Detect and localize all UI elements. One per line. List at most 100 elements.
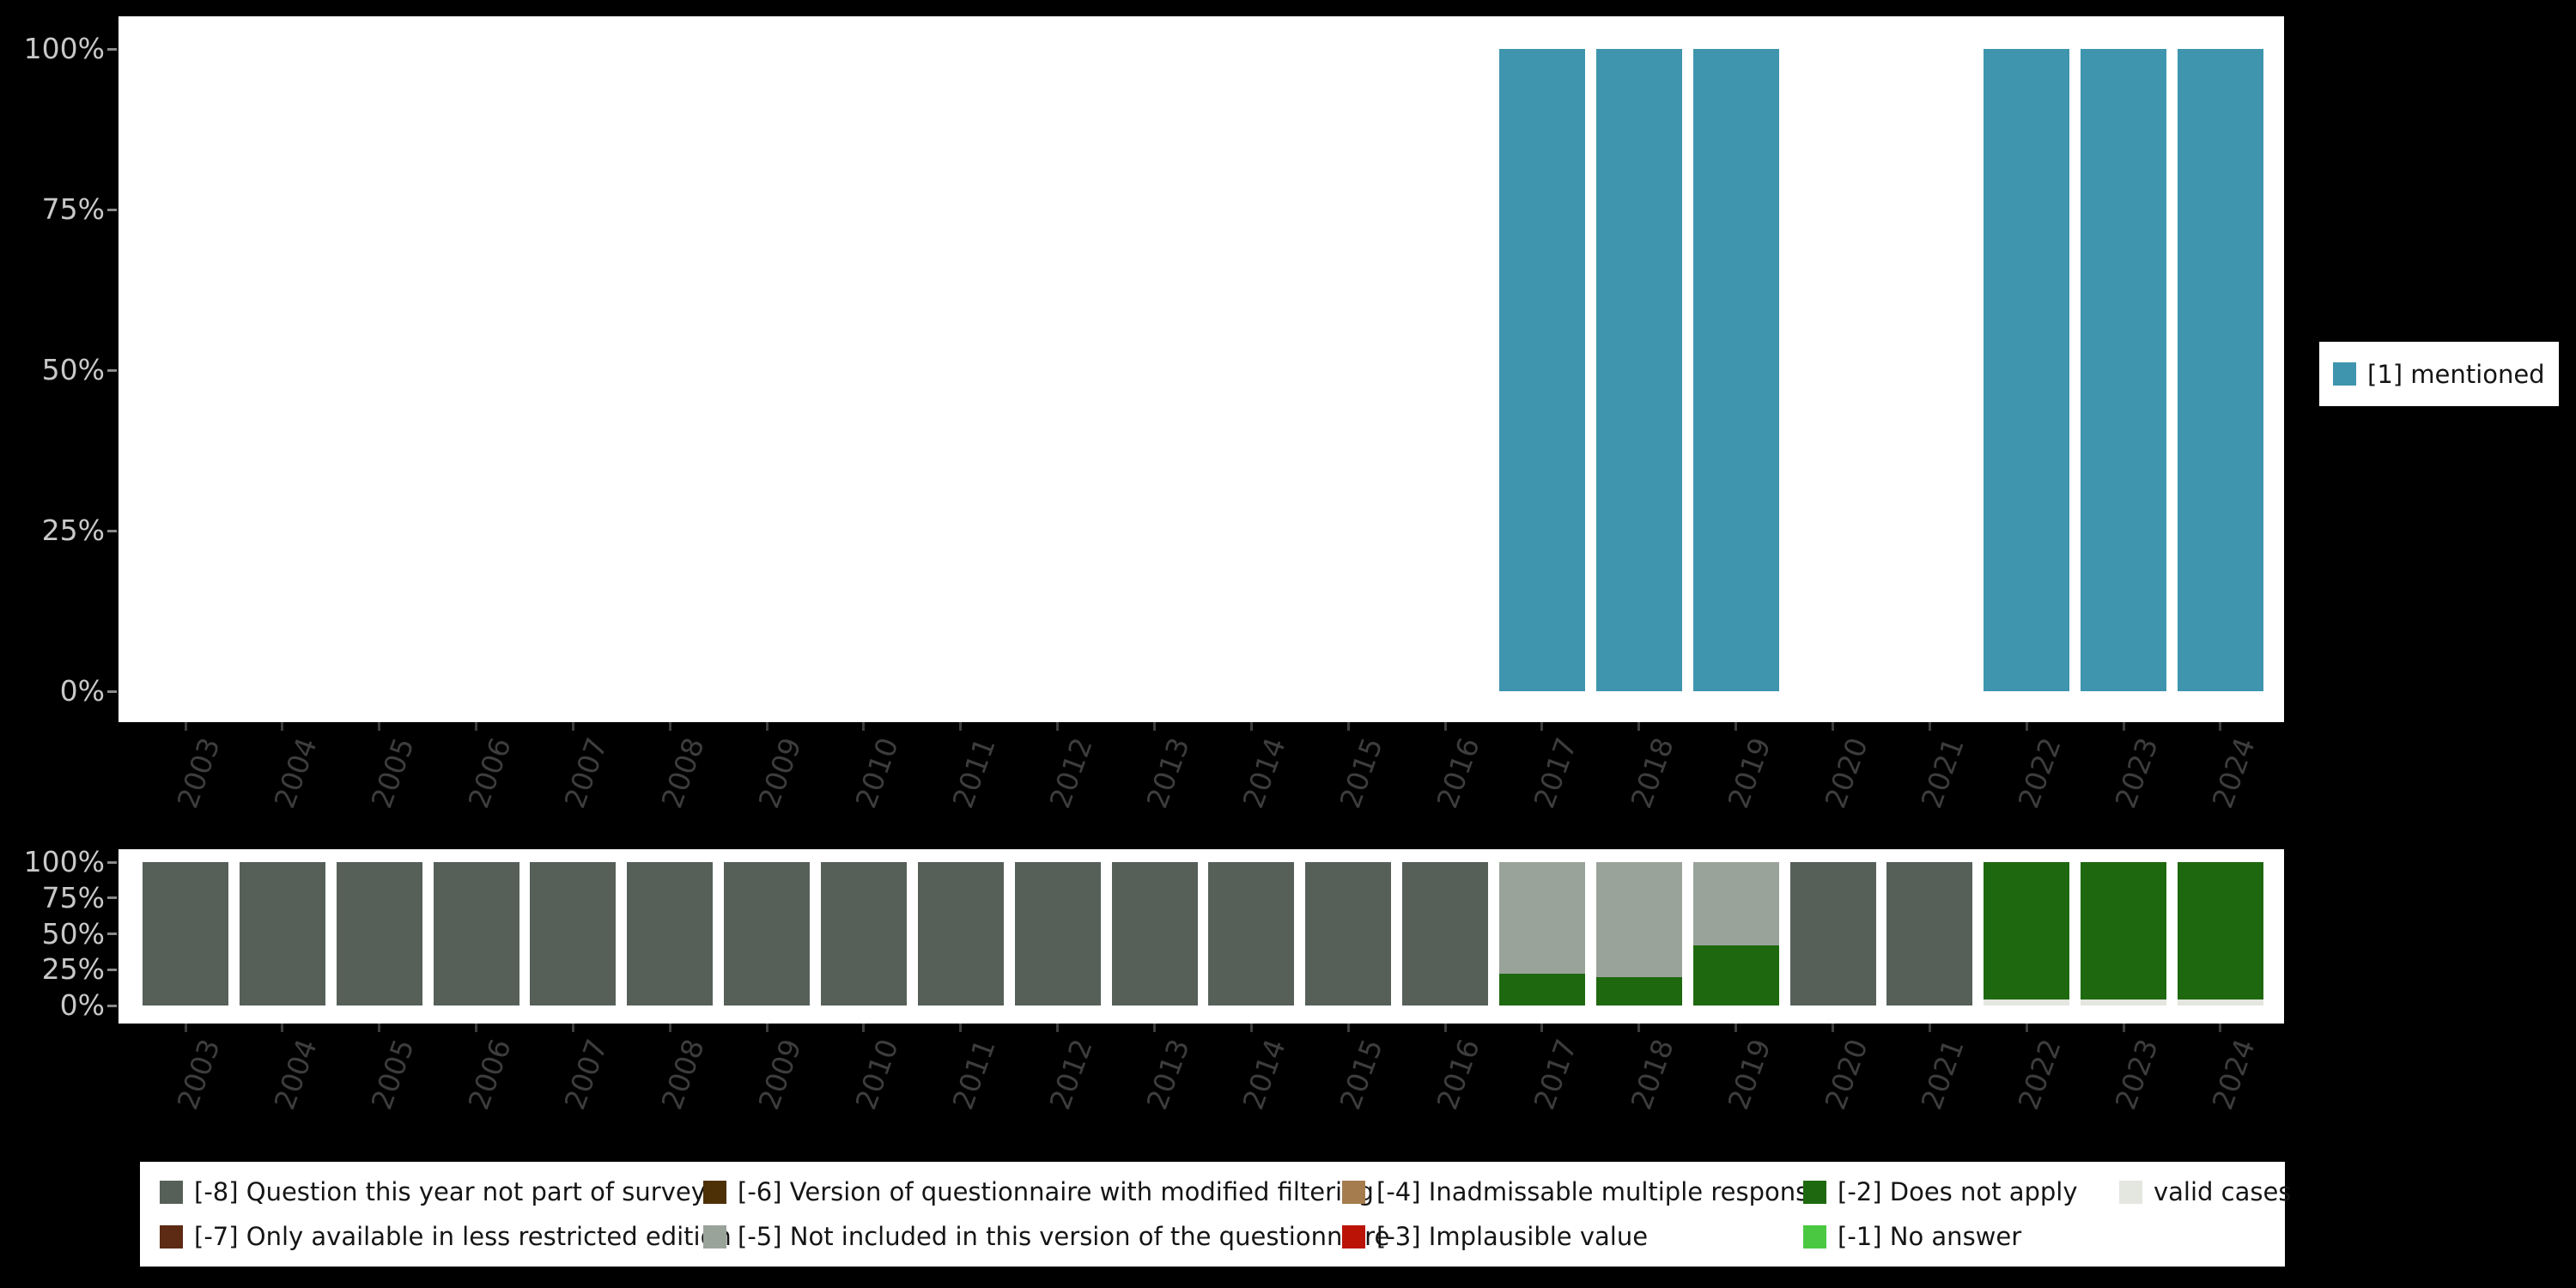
y-tick-label-top-100%: 100% bbox=[23, 32, 105, 65]
bar-2022-mentioned bbox=[1984, 49, 2070, 691]
y-tick-label-bottom-50%: 50% bbox=[41, 916, 105, 951]
x-tick-mark bbox=[2025, 722, 2028, 731]
x-tick-mark bbox=[765, 722, 769, 731]
y-tick-mark bbox=[107, 690, 117, 693]
legend-swatch-m1 bbox=[1803, 1224, 1826, 1249]
legend-item-m8: [-8] Question this year not part of surv… bbox=[160, 1176, 706, 1207]
x-tick-label-2005: 2005 bbox=[364, 732, 421, 813]
legend-item-m4: [-4] Inadmissable multiple response bbox=[1342, 1176, 1824, 1207]
bar-2012-m8 bbox=[1014, 862, 1101, 1005]
y-tick-mark bbox=[107, 208, 117, 211]
x-tick-mark bbox=[2122, 722, 2125, 731]
x-tick-label-2020: 2020 bbox=[1818, 732, 1874, 813]
x-tick-mark bbox=[1637, 1024, 1641, 1032]
x-tick-label-2023: 2023 bbox=[2108, 732, 2165, 813]
x-tick-mark bbox=[1735, 1024, 1738, 1032]
x-tick-label-2012: 2012 bbox=[1042, 732, 1099, 813]
x-tick-mark bbox=[1249, 1024, 1253, 1032]
x-tick-mark bbox=[184, 1024, 187, 1032]
legend-item-m5: [-5] Not included in this version of the… bbox=[703, 1221, 1389, 1252]
y-tick-label-top-0%: 0% bbox=[59, 674, 105, 708]
legend-label: valid cases bbox=[2154, 1177, 2292, 1206]
x-tick-mark bbox=[2025, 1024, 2028, 1032]
bar-2011-m8 bbox=[917, 862, 1004, 1005]
bar-2023-mentioned bbox=[2081, 49, 2167, 691]
x-tick-mark bbox=[571, 722, 574, 731]
top-chart-panel bbox=[118, 16, 2284, 722]
x-tick-mark bbox=[862, 1024, 866, 1032]
x-tick-label-2009: 2009 bbox=[751, 1034, 808, 1115]
x-tick-label-2014: 2014 bbox=[1236, 732, 1293, 813]
bar-2004-m8 bbox=[239, 862, 325, 1005]
x-tick-mark bbox=[281, 722, 284, 731]
bar-2010-m8 bbox=[820, 862, 907, 1005]
legend-label: [-5] Not included in this version of the… bbox=[738, 1222, 1390, 1251]
x-tick-label-2006: 2006 bbox=[461, 1034, 518, 1115]
x-tick-label-2017: 2017 bbox=[1527, 732, 1583, 813]
x-tick-label-2018: 2018 bbox=[1624, 1034, 1680, 1115]
bar-2008-m8 bbox=[627, 862, 714, 1005]
legend-swatch-m8 bbox=[160, 1180, 183, 1204]
y-tick-mark bbox=[107, 529, 117, 532]
x-tick-label-2007: 2007 bbox=[557, 732, 615, 813]
x-tick-label-2015: 2015 bbox=[1333, 732, 1390, 813]
x-tick-label-2013: 2013 bbox=[1139, 732, 1196, 813]
x-tick-mark bbox=[475, 722, 478, 731]
bar-2016-m8 bbox=[1402, 862, 1489, 1005]
x-tick-mark bbox=[1153, 1024, 1157, 1032]
x-tick-mark bbox=[1928, 1024, 1931, 1032]
legend-item-m2: [-2] Does not apply bbox=[1803, 1176, 2078, 1207]
bar-2005-m8 bbox=[336, 862, 422, 1005]
x-tick-label-2014: 2014 bbox=[1236, 1034, 1293, 1115]
x-tick-mark bbox=[1443, 722, 1447, 731]
legend-label: [-1] No answer bbox=[1838, 1222, 2022, 1251]
y-tick-label-bottom-75%: 75% bbox=[41, 880, 105, 914]
x-tick-label-2008: 2008 bbox=[654, 732, 712, 813]
x-tick-mark bbox=[668, 1024, 671, 1032]
x-tick-label-2021: 2021 bbox=[1914, 1034, 1971, 1115]
legend-label: [-4] Inadmissable multiple response bbox=[1376, 1177, 1825, 1206]
y-tick-mark bbox=[107, 968, 117, 971]
x-tick-mark bbox=[378, 1024, 381, 1032]
x-tick-mark bbox=[668, 722, 671, 731]
x-tick-label-2021: 2021 bbox=[1914, 732, 1971, 813]
bar-2015-m8 bbox=[1305, 862, 1392, 1005]
bar-2019-m2 bbox=[1692, 945, 1779, 1005]
legend-item-m1: [-1] No answer bbox=[1803, 1221, 2021, 1252]
bar-2018-m2 bbox=[1595, 976, 1682, 1005]
bar-2024-mentioned bbox=[2177, 49, 2263, 691]
y-tick-mark bbox=[107, 368, 117, 372]
x-tick-mark bbox=[2219, 1024, 2222, 1032]
y-tick-label-top-75%: 75% bbox=[41, 192, 105, 226]
x-tick-mark bbox=[1735, 722, 1738, 731]
bar-2017-m5 bbox=[1498, 862, 1585, 975]
x-tick-label-2003: 2003 bbox=[170, 732, 227, 813]
legend-swatch-m4 bbox=[1342, 1180, 1365, 1204]
x-tick-mark bbox=[1540, 1024, 1544, 1032]
x-tick-label-2023: 2023 bbox=[2108, 1034, 2165, 1115]
bar-2018-m5 bbox=[1595, 862, 1682, 977]
legend-item-m3: [-3] Implausible value bbox=[1342, 1221, 1648, 1252]
legend-swatch-valid bbox=[2119, 1180, 2142, 1204]
x-tick-label-2022: 2022 bbox=[2011, 732, 2069, 813]
x-tick-label-2007: 2007 bbox=[557, 1034, 615, 1115]
legend-item-mentioned: [1] mentioned bbox=[2319, 359, 2545, 390]
bar-2021-m8 bbox=[1886, 862, 1973, 1005]
bar-2023-m2 bbox=[2081, 862, 2167, 1000]
x-tick-label-2024: 2024 bbox=[2205, 732, 2262, 813]
x-tick-label-2019: 2019 bbox=[1721, 1034, 1777, 1115]
x-tick-mark bbox=[1249, 722, 1253, 731]
x-tick-mark bbox=[2219, 722, 2222, 731]
x-tick-label-2016: 2016 bbox=[1430, 732, 1486, 813]
bar-2024-valid bbox=[2177, 999, 2263, 1005]
bar-2022-m2 bbox=[1984, 862, 2070, 1000]
x-tick-mark bbox=[281, 1024, 284, 1032]
y-tick-label-top-50%: 50% bbox=[41, 353, 105, 386]
x-tick-label-2006: 2006 bbox=[461, 732, 518, 813]
x-tick-mark bbox=[475, 1024, 478, 1032]
bar-2023-valid bbox=[2081, 999, 2167, 1005]
x-tick-mark bbox=[1346, 1024, 1350, 1032]
x-tick-label-2010: 2010 bbox=[848, 732, 905, 813]
legend-label: [-2] Does not apply bbox=[1838, 1177, 2078, 1206]
